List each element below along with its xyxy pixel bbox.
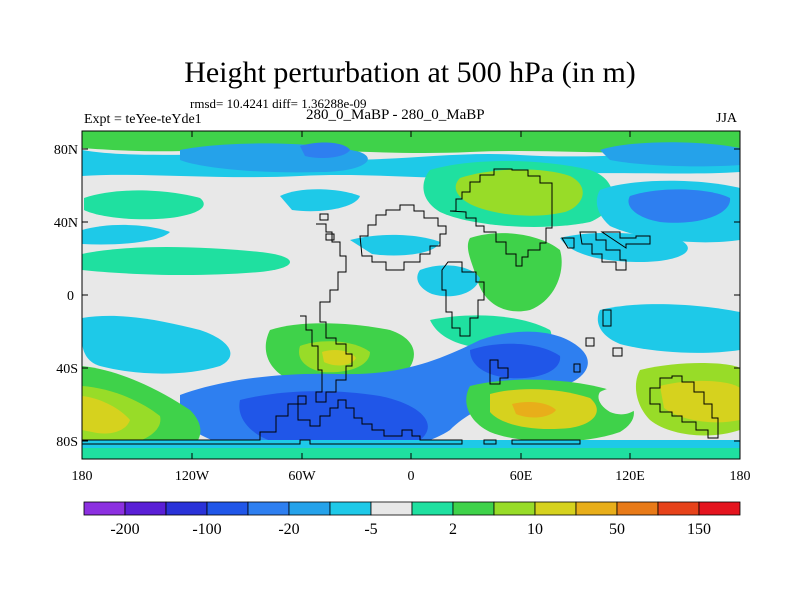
lon-label-0: 0: [408, 469, 415, 484]
colorbar-swatch: [329, 501, 372, 516]
island-coast-2: [319, 213, 329, 221]
antarctic-ice-2: [511, 439, 581, 445]
lat-label-40n: 40N: [54, 216, 78, 231]
lon-label-180e: 180: [730, 469, 751, 484]
eurasia-coast: [449, 168, 553, 267]
japan-coast: [600, 231, 651, 249]
colorbar-swatch: [165, 501, 208, 516]
colorbar-swatch: [452, 501, 495, 516]
antarctic-ice-1: [483, 439, 497, 445]
colorbar-swatch: [493, 501, 536, 516]
lat-label-40s: 40S: [56, 362, 78, 377]
europe-coast: [359, 204, 447, 271]
colorbar-swatch: [657, 501, 700, 516]
lon-label-120w: 120W: [175, 469, 210, 484]
colorbar-swatch: [411, 501, 454, 516]
colorbar-swatch: [698, 501, 741, 516]
island-coast-6: [612, 347, 623, 357]
region-natl-cyan: [280, 189, 360, 212]
americas-coast: [300, 223, 353, 403]
coastlines: [82, 168, 719, 445]
experiment-label: Expt = teYee-teYde1: [84, 112, 202, 127]
region-west-green: [84, 190, 204, 220]
colorbar-label: -100: [192, 521, 221, 538]
antarctica-coast: [82, 395, 463, 445]
region-swirl-white: [598, 387, 642, 415]
lat-label-80s: 80S: [56, 435, 78, 450]
region-eq-green: [82, 247, 290, 276]
island-coast-3: [325, 233, 335, 241]
region-indian-darkblue: [470, 343, 561, 379]
seasia-coast: [579, 231, 627, 271]
region-south-darkblue: [239, 391, 428, 450]
colorbar-swatch: [83, 501, 126, 516]
colorbar-swatch: [206, 501, 249, 516]
region-eq-cyan: [417, 265, 480, 297]
colorbar-swatch: [247, 501, 290, 516]
colorbar-swatch: [124, 501, 167, 516]
colorbar-swatch: [616, 501, 659, 516]
africa-coast: [441, 261, 485, 337]
stats-line: rmsd= 10.4241 diff= 1.36288e-09: [190, 96, 367, 111]
colorbar-label: -5: [364, 521, 377, 538]
colorbar-label: 10: [527, 521, 543, 538]
colorbar-label: -20: [278, 521, 299, 538]
colorbar-label: 150: [687, 521, 711, 538]
colorbar-swatch: [370, 501, 413, 516]
center-label: 280_0_MaBP - 280_0_MaBP: [306, 107, 485, 123]
region-sw-cyan: [82, 315, 231, 374]
colorbar-swatch: [575, 501, 618, 516]
colorbar-label: 2: [449, 521, 457, 538]
chart-title: Height perturbation at 500 hPa (in m): [184, 56, 636, 89]
australia-coast: [649, 375, 719, 439]
island-coast-1: [561, 237, 575, 249]
region-wpac-cyan: [560, 232, 688, 262]
region-asia-yellow: [455, 169, 583, 216]
region-india-green: [467, 233, 562, 312]
lon-label-60w: 60W: [288, 469, 316, 484]
contour-map: [82, 131, 740, 459]
region-north-blue2: [300, 142, 350, 158]
lon-label-180w: 180: [72, 469, 93, 484]
tick-marks: [82, 131, 740, 459]
region-spac-cyan: [597, 304, 740, 353]
region-sw-gold: [82, 396, 130, 434]
lon-label-60e: 60E: [510, 469, 533, 484]
colorbar-swatch: [534, 501, 577, 516]
colorbar-labels: -200 -100 -20 -5 2 10 50 150: [110, 521, 711, 538]
lat-label-0: 0: [67, 289, 74, 304]
colorbar-swatch: [288, 501, 331, 516]
island-coast-7: [573, 363, 581, 373]
colorbar-label: 50: [609, 521, 625, 538]
colorbar-label: -200: [110, 521, 139, 538]
lat-label-80n: 80N: [54, 143, 78, 158]
region-pac-blue: [628, 189, 731, 223]
madagascar-coast: [489, 359, 509, 385]
colorbar: [83, 501, 741, 516]
season-label: JJA: [716, 111, 738, 126]
region-afr-cyan: [350, 234, 440, 256]
region-southocean-orange: [512, 402, 556, 418]
region-west-cyan: [82, 224, 170, 245]
island-coast-4: [602, 309, 612, 327]
lon-label-120e: 120E: [615, 469, 645, 484]
island-coast-5: [585, 337, 595, 347]
region-se-gold: [660, 380, 740, 423]
region-ne-blue: [600, 142, 740, 167]
